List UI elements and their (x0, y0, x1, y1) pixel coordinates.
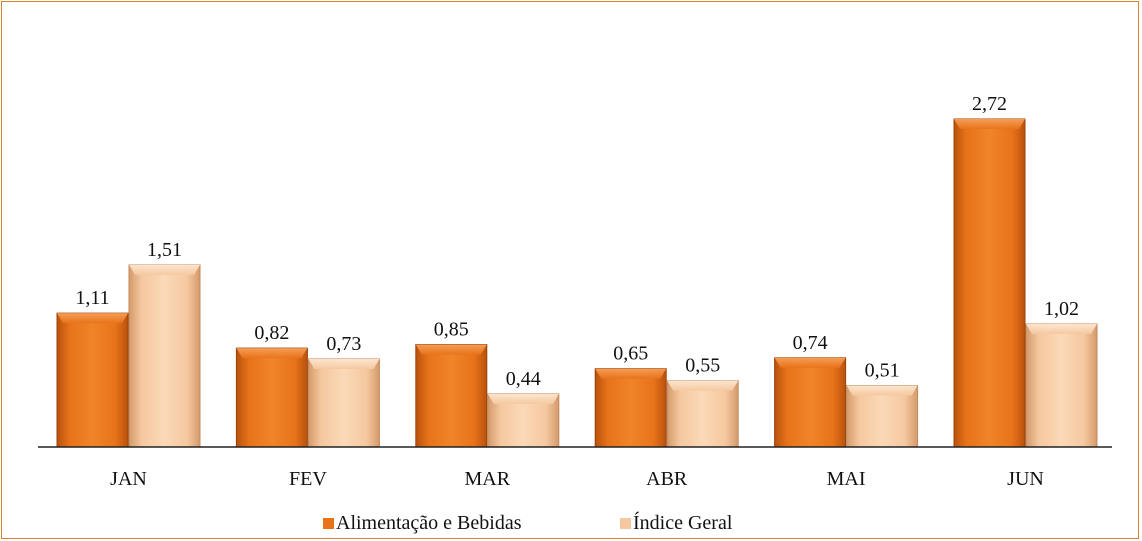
bar-indice-geral-fev (307, 358, 380, 448)
legend-item-indice-geral: Índice Geral (620, 512, 732, 535)
legend-label-indice-geral: Índice Geral (633, 512, 733, 534)
value-label-indice-geral-fev: 0,73 (326, 333, 361, 355)
category-label-mai: MAI (827, 468, 866, 490)
bar-indice-geral-mai (846, 385, 919, 448)
bar-alimentacao-abr (594, 368, 667, 448)
value-labels-layer: 1,11 1,51 0,82 0,73 0,85 0,44 0,65 0,55 0,74 0,51… (75, 93, 1079, 390)
value-label-indice-geral-mar: 0,44 (506, 368, 541, 390)
category-label-jan: JAN (110, 468, 147, 490)
legend-swatch-alimentacao (323, 518, 334, 529)
bar-alimentacao-jan (56, 312, 129, 448)
legend-item-alimentacao: Alimentação e Bebidas (323, 512, 522, 535)
value-label-alimentacao-mai: 0,74 (793, 332, 828, 354)
value-label-alimentacao-abr: 0,65 (613, 343, 648, 365)
bar-indice-geral-jan (128, 264, 201, 448)
legend-label-alimentacao: Alimentação e Bebidas (336, 512, 522, 534)
category-label-fev: FEV (289, 468, 327, 490)
bar-indice-geral-abr (666, 380, 739, 448)
value-label-alimentacao-jun: 2,72 (972, 93, 1007, 115)
category-label-mar: MAR (465, 468, 511, 490)
value-label-indice-geral-mai: 0,51 (865, 360, 900, 382)
bars-layer (56, 118, 1098, 448)
category-label-abr: ABR (646, 468, 688, 490)
bar-indice-geral-jun (1025, 323, 1098, 448)
bar-indice-geral-mar (487, 393, 560, 448)
value-label-alimentacao-fev: 0,82 (254, 322, 289, 344)
bar-alimentacao-fev (235, 347, 308, 448)
category-labels-layer: JAN FEV MAR ABR MAI JUN (110, 468, 1044, 490)
category-label-jun: JUN (1007, 468, 1044, 490)
legend: Alimentação e Bebidas Índice Geral (0, 512, 1142, 538)
bar-alimentacao-jun (953, 118, 1026, 448)
value-label-alimentacao-mar: 0,85 (434, 319, 469, 341)
bar-alimentacao-mar (415, 344, 488, 448)
value-label-indice-geral-jan: 1,51 (147, 239, 182, 261)
value-label-indice-geral-abr: 0,55 (685, 355, 720, 377)
value-label-alimentacao-jan: 1,11 (75, 287, 109, 309)
bar-alimentacao-mai (774, 357, 847, 448)
value-label-indice-geral-jun: 1,02 (1044, 298, 1079, 320)
legend-swatch-indice-geral (620, 518, 631, 529)
